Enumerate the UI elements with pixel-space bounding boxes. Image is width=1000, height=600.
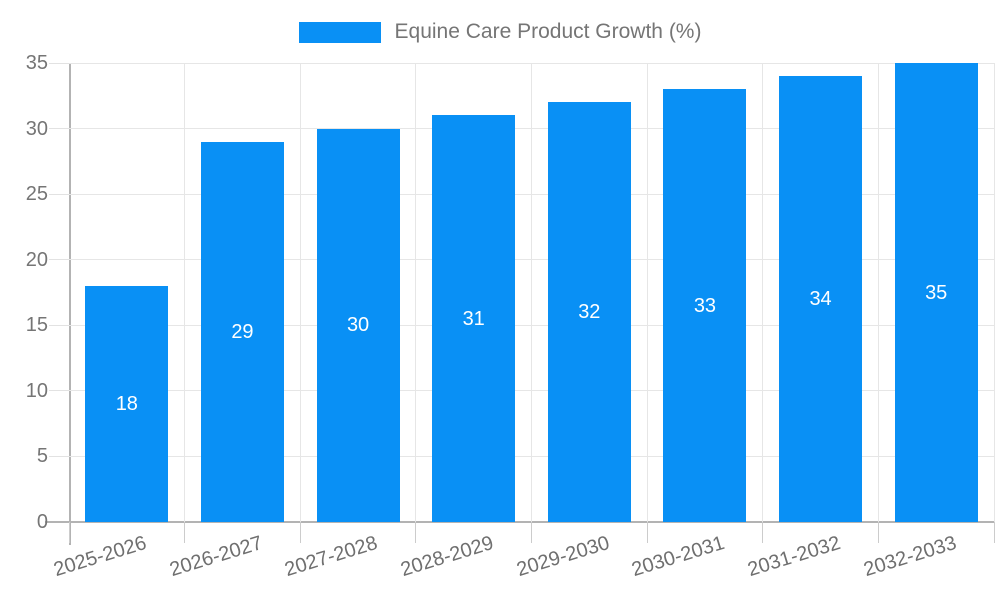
x-axis-tick-label: 2031-2032 xyxy=(745,532,843,582)
bar-value-label: 31 xyxy=(462,307,485,330)
x-axis-tick-label: 2028-2029 xyxy=(398,532,497,582)
bar-value-label: 30 xyxy=(346,314,370,337)
bar[interactable]: 31 xyxy=(432,115,516,522)
x-axis-tick-label: 2025-2026 xyxy=(51,532,150,582)
y-axis-tick-label: 25 xyxy=(25,183,48,206)
x-axis-tick xyxy=(299,522,301,543)
y-axis-tick-label: 35 xyxy=(25,52,48,74)
gridline-vertical xyxy=(762,63,764,522)
legend-swatch xyxy=(298,21,381,43)
x-axis-tick-label: 2029-2030 xyxy=(513,532,612,582)
x-axis-tick-label: 2026-2027 xyxy=(166,532,265,582)
gridline-vertical xyxy=(646,63,648,522)
bar[interactable]: 30 xyxy=(316,128,400,522)
bar-value-label: 32 xyxy=(578,301,601,324)
x-axis-tick xyxy=(993,522,995,543)
gridline-vertical xyxy=(993,63,995,522)
x-axis-tick xyxy=(646,522,648,543)
y-axis-tick-label: 30 xyxy=(25,117,48,140)
x-axis-tick-label: 2032-2033 xyxy=(860,532,959,582)
x-axis-tick xyxy=(762,522,764,543)
x-axis-tick xyxy=(68,522,70,543)
y-axis-tick-label: 15 xyxy=(25,314,48,337)
bar-value-label: 18 xyxy=(115,392,138,415)
gridline-vertical xyxy=(299,63,301,522)
y-axis-tick xyxy=(49,259,69,261)
y-axis-tick xyxy=(49,128,69,130)
plot-area: 18 2025-2026 29 2026-2027 30 2027-2028 31 2028-… xyxy=(49,62,995,581)
bar[interactable]: 34 xyxy=(779,76,863,522)
y-axis-tick-label: 5 xyxy=(36,445,48,468)
bar[interactable]: 29 xyxy=(200,141,284,522)
y-axis-tick xyxy=(49,324,69,326)
gridline-vertical xyxy=(415,63,417,522)
x-axis-tick-label: 2030-2031 xyxy=(629,532,728,582)
y-axis-tick xyxy=(49,455,69,457)
bar-value-label: 33 xyxy=(693,294,717,317)
x-axis-tick xyxy=(184,522,186,543)
x-axis-line xyxy=(45,521,994,523)
y-axis-tick xyxy=(49,193,69,195)
chart-legend: Equine Care Product Growth (%) xyxy=(0,20,1000,44)
gridline-vertical xyxy=(184,63,186,522)
x-axis-tick xyxy=(877,522,879,543)
y-axis-tick xyxy=(49,62,69,64)
bar[interactable]: 33 xyxy=(663,89,747,522)
bar-value-label: 35 xyxy=(925,281,948,304)
bar[interactable]: 32 xyxy=(547,102,631,522)
gridline-vertical xyxy=(531,63,532,522)
y-axis-tick xyxy=(49,390,69,392)
legend-item[interactable]: Equine Care Product Growth (%) xyxy=(298,20,702,44)
bar[interactable]: 35 xyxy=(894,63,978,522)
bar[interactable]: 18 xyxy=(85,285,169,522)
bar-value-label: 34 xyxy=(809,288,832,311)
x-axis-tick xyxy=(531,522,532,543)
x-axis-tick-label: 2027-2028 xyxy=(282,532,381,582)
y-axis-tick-label: 20 xyxy=(25,248,48,271)
bar-value-label: 29 xyxy=(231,320,254,343)
gridline-vertical xyxy=(877,63,879,522)
y-axis-tick-label: 10 xyxy=(25,379,48,402)
y-axis-line xyxy=(69,63,71,545)
legend-label: Equine Care Product Growth (%) xyxy=(394,20,702,43)
y-axis-tick-label: 0 xyxy=(36,511,48,533)
x-axis-tick xyxy=(415,522,417,543)
